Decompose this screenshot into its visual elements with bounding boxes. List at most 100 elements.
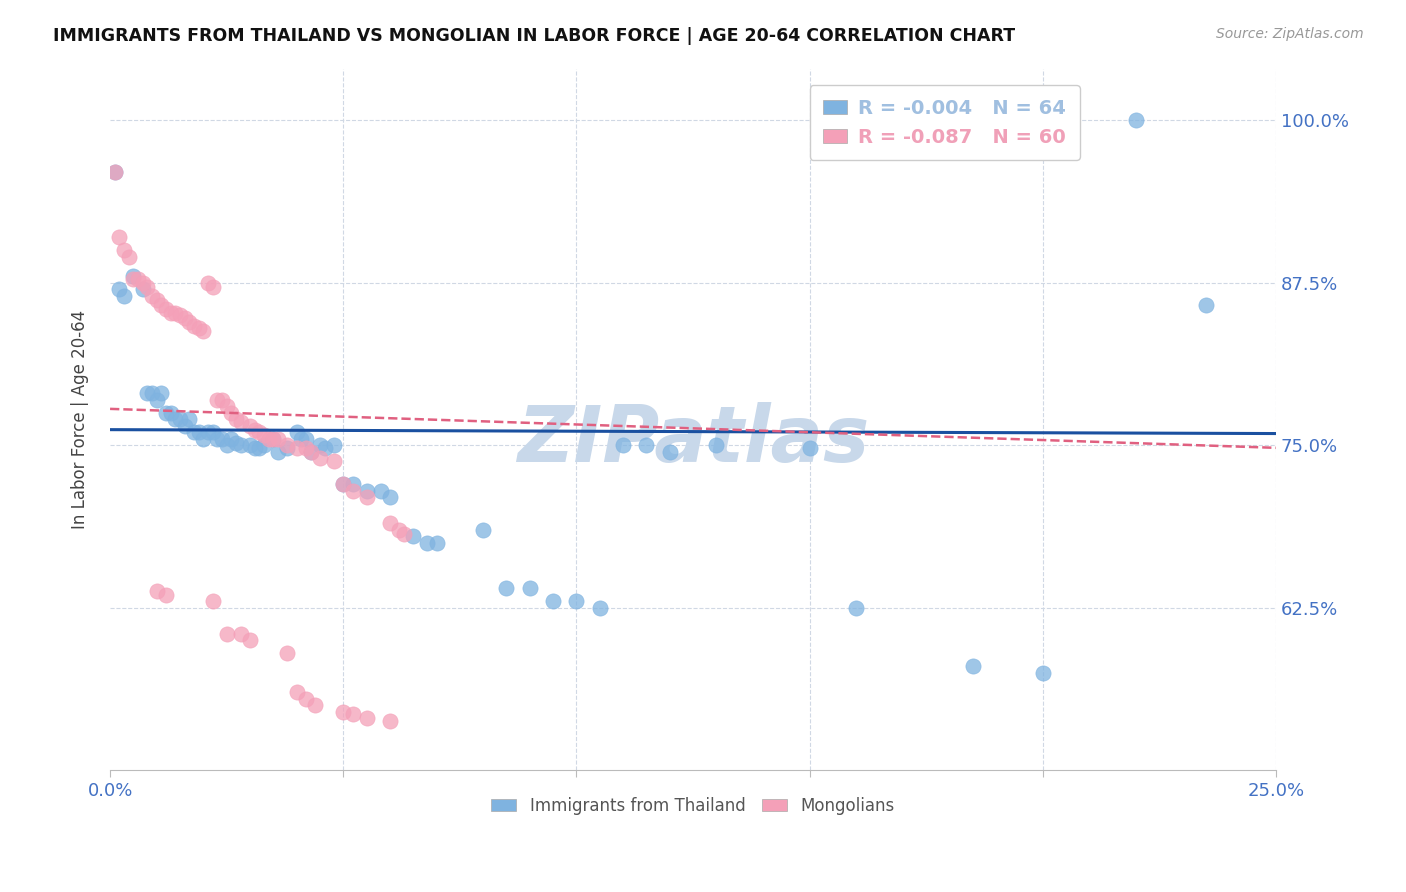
Point [197, 276, 219, 290]
Point [309, 451, 332, 466]
Point [215, 438, 238, 452]
Point [136, 386, 159, 401]
Point [425, 535, 447, 549]
Point [211, 432, 233, 446]
Point [229, 626, 252, 640]
Point [332, 705, 354, 719]
Point [304, 698, 326, 712]
Point [378, 516, 401, 531]
Point [276, 646, 298, 660]
Point [799, 441, 821, 455]
Point [207, 392, 229, 407]
Point [108, 230, 131, 244]
Point [247, 441, 270, 455]
Point [165, 306, 187, 320]
Point [1195, 298, 1218, 312]
Point [132, 282, 155, 296]
Point [1125, 113, 1147, 128]
Point [215, 626, 238, 640]
Point [155, 301, 177, 316]
Point [342, 707, 364, 722]
Point [295, 691, 318, 706]
Point [299, 444, 322, 458]
Point [519, 581, 541, 595]
Point [342, 483, 364, 498]
Legend: Immigrants from Thailand, Mongolians: Immigrants from Thailand, Mongolians [481, 787, 904, 825]
Text: IMMIGRANTS FROM THAILAND VS MONGOLIAN IN LABOR FORCE | AGE 20-64 CORRELATION CHA: IMMIGRANTS FROM THAILAND VS MONGOLIAN IN… [53, 27, 1015, 45]
Point [243, 441, 266, 455]
Point [378, 490, 401, 504]
Point [122, 269, 145, 284]
Point [201, 594, 224, 608]
Point [193, 432, 215, 446]
Point [636, 438, 658, 452]
Point [173, 310, 195, 325]
Point [658, 444, 681, 458]
Point [145, 293, 167, 307]
Point [322, 438, 344, 452]
Point [589, 600, 612, 615]
Point [112, 289, 135, 303]
Point [253, 427, 276, 442]
Point [704, 438, 727, 452]
Point [541, 594, 564, 608]
Point [215, 399, 238, 413]
Point [239, 633, 262, 648]
Point [845, 600, 868, 615]
Point [239, 418, 262, 433]
Point [295, 441, 318, 455]
Point [211, 392, 233, 407]
Point [187, 321, 209, 335]
Point [150, 386, 173, 401]
Y-axis label: In Labor Force | Age 20-64: In Labor Force | Age 20-64 [72, 310, 89, 529]
Point [145, 392, 167, 407]
Point [141, 289, 163, 303]
Point [159, 406, 181, 420]
Point [416, 535, 439, 549]
Point [285, 441, 308, 455]
Point [309, 438, 332, 452]
Point [169, 412, 191, 426]
Point [207, 432, 229, 446]
Point [187, 425, 209, 440]
Point [243, 423, 266, 437]
Point [229, 415, 252, 429]
Point [612, 438, 634, 452]
Point [356, 483, 378, 498]
Point [150, 298, 173, 312]
Point [169, 309, 191, 323]
Point [322, 454, 344, 468]
Point [247, 425, 270, 440]
Point [276, 438, 298, 452]
Point [332, 477, 354, 491]
Point [388, 523, 411, 537]
Point [225, 435, 247, 450]
Point [285, 685, 308, 699]
Point [356, 490, 378, 504]
Point [112, 244, 135, 258]
Point [356, 711, 378, 725]
Point [402, 529, 425, 543]
Point [145, 583, 167, 598]
Point [962, 659, 984, 673]
Point [392, 526, 415, 541]
Point [183, 425, 205, 440]
Point [257, 432, 280, 446]
Point [221, 432, 243, 446]
Point [201, 425, 224, 440]
Point [299, 444, 322, 458]
Point [262, 432, 284, 446]
Point [159, 306, 181, 320]
Point [295, 432, 318, 446]
Point [262, 432, 284, 446]
Point [370, 483, 392, 498]
Point [173, 418, 195, 433]
Point [132, 276, 155, 290]
Point [122, 272, 145, 286]
Point [267, 432, 290, 446]
Point [472, 523, 495, 537]
Point [225, 412, 247, 426]
Point [179, 315, 201, 329]
Point [342, 477, 364, 491]
Point [179, 412, 201, 426]
